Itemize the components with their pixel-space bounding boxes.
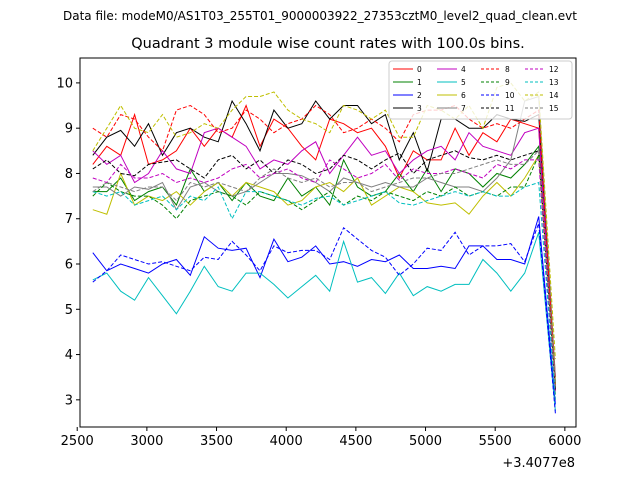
legend-label-12: 12 xyxy=(549,65,559,74)
x-tick-label: 4000 xyxy=(270,434,303,449)
legend-label-14: 14 xyxy=(549,91,559,100)
y-tick-label: 5 xyxy=(65,303,73,318)
series-line-12 xyxy=(92,159,556,400)
y-tick-label: 9 xyxy=(65,122,73,137)
legend-label-0: 0 xyxy=(417,65,422,74)
plot-area xyxy=(79,57,577,428)
figure-suptitle: Data file: modeM0/AS1T03_255T01_90000039… xyxy=(63,9,577,23)
legend-label-1: 1 xyxy=(417,78,422,87)
legend-label-15: 15 xyxy=(549,104,559,113)
legend-box xyxy=(388,60,573,120)
legend-label-4: 4 xyxy=(461,65,466,74)
legend-label-6: 6 xyxy=(461,91,466,100)
series-line-4 xyxy=(92,127,556,391)
x-tick-label: 2500 xyxy=(61,434,94,449)
series-line-5 xyxy=(92,232,556,412)
y-tick-label: 10 xyxy=(56,76,73,91)
y-tick-label: 3 xyxy=(65,393,73,408)
legend-label-8: 8 xyxy=(505,65,510,74)
series-line-10 xyxy=(92,223,556,414)
y-axis: 3 4 5 6 7 8 9 10 xyxy=(56,76,80,408)
series-line-8 xyxy=(92,104,556,387)
series-group xyxy=(92,82,556,414)
plot-frame xyxy=(79,57,577,428)
x-tick-label: 4500 xyxy=(339,434,372,449)
legend-label-9: 9 xyxy=(505,78,510,87)
legend-label-10: 10 xyxy=(505,91,515,100)
y-tick-label: 6 xyxy=(65,258,73,273)
x-tick-label: 6000 xyxy=(548,434,581,449)
y-tick-label: 4 xyxy=(65,348,73,363)
series-line-0 xyxy=(92,104,556,378)
legend-label-7: 7 xyxy=(461,104,466,113)
y-tick-label: 7 xyxy=(65,212,73,227)
x-tick-label: 3500 xyxy=(200,434,233,449)
x-tick-label: 5000 xyxy=(409,434,442,449)
x-offset-label: +3.4077e8 xyxy=(502,456,575,471)
chart-title: Quadrant 3 module wise count rates with … xyxy=(131,36,525,52)
series-line-13 xyxy=(92,181,556,400)
x-tick-label: 5500 xyxy=(479,434,512,449)
legend-label-2: 2 xyxy=(417,91,422,100)
x-tick-label: 3000 xyxy=(130,434,163,449)
legend-label-13: 13 xyxy=(549,78,559,87)
x-axis: 2500 3000 3500 4000 4500 5000 5500 6000 xyxy=(61,427,581,449)
series-line-7 xyxy=(92,95,556,378)
series-line-3 xyxy=(92,99,556,387)
series-line-15 xyxy=(92,149,556,387)
legend-label-5: 5 xyxy=(461,78,466,87)
legend-label-11: 11 xyxy=(505,104,515,113)
legend-label-3: 3 xyxy=(417,104,422,113)
y-tick-label: 8 xyxy=(65,167,73,182)
